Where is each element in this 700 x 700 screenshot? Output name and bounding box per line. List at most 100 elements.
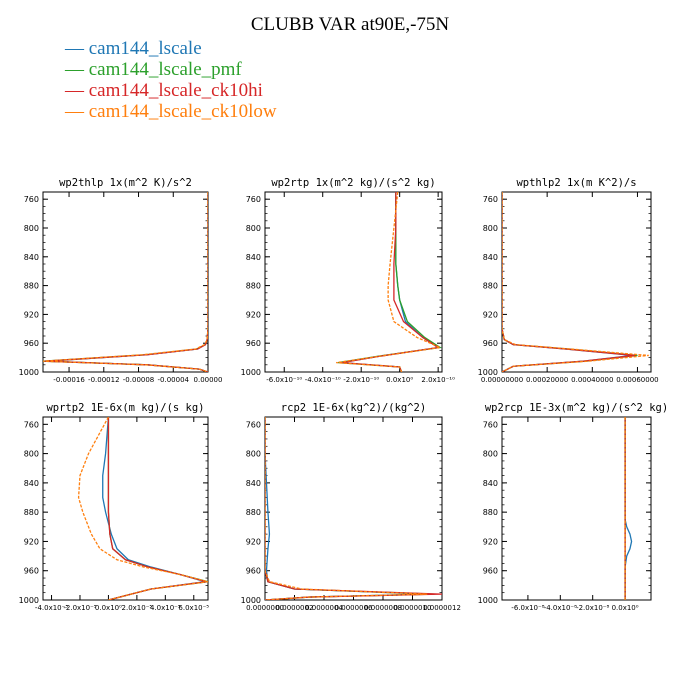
y-tick-label: 840 <box>246 479 261 488</box>
y-tick-label: 1000 <box>241 368 261 377</box>
panel-title: wprtp2 1E-6x(m kg)/(s kg) <box>46 402 204 414</box>
y-tick-label: 800 <box>246 224 261 233</box>
panel-title: wpthlp2 1x(m K^2)/s <box>516 177 636 189</box>
y-tick-label: 920 <box>246 537 261 546</box>
y-tick-label: 760 <box>483 420 498 429</box>
y-tick-label: 880 <box>24 282 39 291</box>
x-tick-label: 0.0000000 <box>246 604 284 612</box>
x-tick-label: -0.00012 <box>88 376 119 384</box>
y-tick-label: 960 <box>24 567 39 576</box>
panel-title: wp2rcp 1E-3x(m^2 kg)/(s^2 kg) <box>485 402 668 414</box>
panel-title: wp2thlp 1x(m^2 K)/s^2 <box>59 177 192 189</box>
series-line <box>341 192 440 372</box>
x-tick-label: -2.0x10⁻⁸ <box>576 604 609 612</box>
series-line <box>265 417 442 600</box>
y-tick-label: 920 <box>246 310 261 319</box>
y-tick-label: 880 <box>246 282 261 291</box>
y-tick-label: 1000 <box>478 596 498 605</box>
series-line <box>77 417 208 600</box>
y-tick-label: 880 <box>246 508 261 517</box>
y-tick-label: 960 <box>246 339 261 348</box>
y-tick-label: 840 <box>24 479 39 488</box>
panel-title: rcp2 1E-6x(kg^2)/(kg^2) <box>281 402 426 414</box>
y-tick-label: 840 <box>483 253 498 262</box>
x-tick-label: 0.0000010 <box>394 604 432 612</box>
x-tick-label: 2.0x10⁻⁵ <box>122 604 153 612</box>
x-tick-label: 4.0x10⁻⁵ <box>150 604 181 612</box>
x-tick-label: -6.0x10⁻⁸ <box>511 604 544 612</box>
x-tick-label: -0.00008 <box>123 376 154 384</box>
y-tick-label: 1000 <box>241 596 261 605</box>
x-tick-label: -4.0x10⁻⁸ <box>544 604 577 612</box>
plot-frame <box>501 416 652 601</box>
y-tick-label: 840 <box>24 253 39 262</box>
y-tick-label: 880 <box>483 508 498 517</box>
legend-label: cam144_lscale_pmf <box>88 59 242 80</box>
series-line <box>47 192 208 372</box>
y-tick-label: 760 <box>24 420 39 429</box>
x-tick-label: 0.00040000 <box>571 376 613 384</box>
x-tick-label: 0.00020000 <box>526 376 568 384</box>
y-tick-label: 760 <box>246 420 261 429</box>
legend-entry: — cam144_lscale_ck10low <box>65 101 277 122</box>
x-tick-label: -2.0x10⁻⁵ <box>63 604 96 612</box>
y-tick-label: 840 <box>246 253 261 262</box>
x-tick-label: 0.0x10⁰ <box>386 376 413 384</box>
y-tick-label: 840 <box>483 479 498 488</box>
series-line <box>502 192 649 372</box>
x-tick-label: 0.0x10⁰ <box>95 604 122 612</box>
plot-frame <box>264 191 443 373</box>
legend-label: cam144_lscale_ck10hi <box>88 80 263 101</box>
series-line <box>107 417 208 600</box>
x-tick-label: -0.00016 <box>53 376 85 384</box>
y-tick-label: 1000 <box>19 596 39 605</box>
plot-frame <box>42 191 209 373</box>
legend-label: cam144_lscale <box>88 38 202 59</box>
y-tick-label: 1000 <box>19 368 39 377</box>
x-tick-label: -4.0x10⁻¹⁰ <box>305 376 341 384</box>
y-tick-label: 960 <box>483 339 498 348</box>
plot-frame <box>42 416 209 601</box>
series-line <box>341 192 440 372</box>
chart-panel: wp2thlp 1x(m^2 K)/s^2 760 800 840 880 920 960 1… <box>19 177 223 384</box>
series-line <box>265 417 428 600</box>
chart-panel: wp2rtp 1x(m^2 kg)/(s^2 kg) 760 800 840 880 92… <box>241 177 455 384</box>
y-tick-label: 920 <box>24 537 39 546</box>
x-tick-label: 0.0000006 <box>335 604 373 612</box>
y-tick-label: 960 <box>24 339 39 348</box>
y-tick-label: 880 <box>24 508 39 517</box>
series-line <box>102 417 206 600</box>
x-tick-label: 0.0000004 <box>305 604 343 612</box>
y-tick-label: 760 <box>246 195 261 204</box>
y-tick-label: 960 <box>483 567 498 576</box>
series-line <box>336 192 442 372</box>
x-tick-label: 0.0x10⁰ <box>612 604 639 612</box>
legend: — cam144_lscale — cam144_lscale_pmf — ca… <box>65 38 277 122</box>
series-line <box>265 417 435 600</box>
series-line <box>624 417 633 600</box>
chart-panel: rcp2 1E-6x(kg^2)/(kg^2) 760 800 840 880 920 96… <box>241 402 461 612</box>
y-tick-label: 760 <box>483 195 498 204</box>
legend-entry: — cam144_lscale_pmf <box>65 59 277 80</box>
legend-entry: — cam144_lscale <box>65 38 277 59</box>
y-tick-label: 920 <box>24 310 39 319</box>
series-line <box>265 417 428 600</box>
y-tick-label: 800 <box>24 450 39 459</box>
y-tick-label: 800 <box>483 224 498 233</box>
x-tick-label: 2.0x10⁻¹⁰ <box>421 376 455 384</box>
x-tick-label: 0.00000 <box>194 376 223 384</box>
x-tick-label: 0.0000008 <box>364 604 402 612</box>
chart-panel: wp2rcp 1E-3x(m^2 kg)/(s^2 kg) 760 800 840 88… <box>478 402 669 612</box>
y-tick-label: 960 <box>246 567 261 576</box>
y-tick-label: 920 <box>483 537 498 546</box>
x-tick-label: -4.0x10⁻⁵ <box>35 604 68 612</box>
series-line <box>43 192 208 372</box>
x-tick-label: -6.0x10⁻¹⁰ <box>266 376 302 384</box>
y-tick-label: 760 <box>24 195 39 204</box>
y-tick-label: 920 <box>483 310 498 319</box>
panel-title: wp2rtp 1x(m^2 kg)/(s^2 kg) <box>271 177 435 189</box>
y-tick-label: 800 <box>483 450 498 459</box>
chart-panel: wprtp2 1E-6x(m kg)/(s kg) 760 800 840 880 920… <box>19 402 210 612</box>
x-tick-label: -0.00004 <box>158 376 190 384</box>
